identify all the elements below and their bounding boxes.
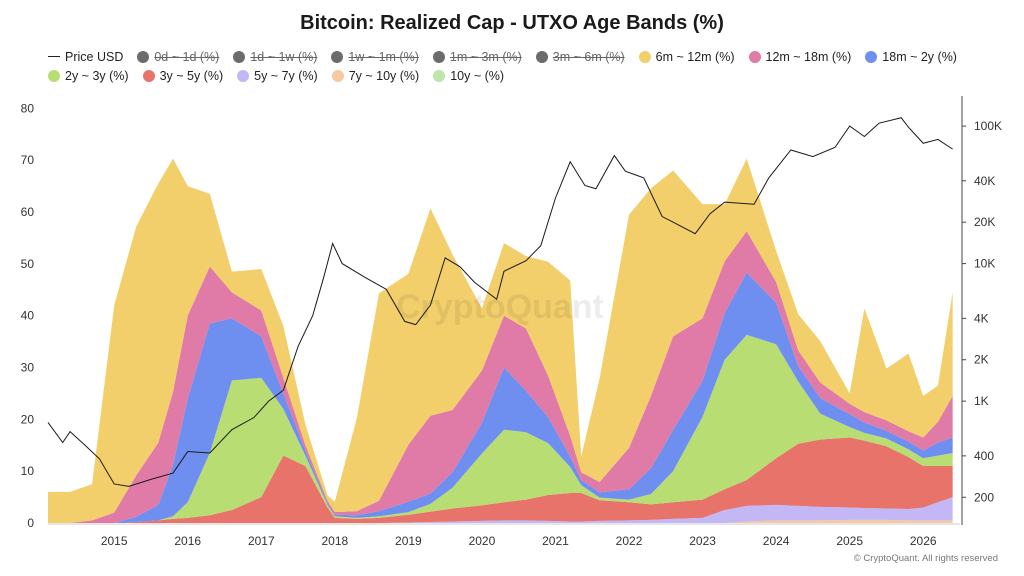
- x-tick-label: 2024: [763, 534, 790, 548]
- y-right-tick-label: 40K: [974, 174, 995, 188]
- legend-swatch: [638, 50, 651, 63]
- series-area: [48, 272, 953, 523]
- legend-swatch: [233, 50, 246, 63]
- legend-label: 18m ~ 2y (%): [882, 49, 957, 64]
- legend-item[interactable]: 7y ~ 10y (%): [331, 67, 420, 84]
- legend-item[interactable]: 6m ~ 12m (%): [638, 48, 735, 65]
- x-tick-label: 2020: [469, 534, 496, 548]
- legend-swatch: [535, 50, 548, 63]
- price-line: [47, 117, 953, 487]
- x-tick-label: 2022: [616, 534, 643, 548]
- x-tick-label: 2018: [321, 534, 348, 548]
- legend: Price USD 0d ~ 1d (%) 1d ~ 1w (%) 1w ~ 1m (…: [48, 48, 998, 84]
- y-right-tick-label: 2K: [974, 353, 989, 367]
- watermark: CryptoQuant: [396, 288, 604, 326]
- legend-label: 1w ~ 1m (%): [348, 49, 419, 64]
- legend-label: 6m ~ 12m (%): [655, 49, 735, 64]
- legend-item[interactable]: 12m ~ 18m (%): [748, 48, 852, 65]
- legend-item[interactable]: 0d ~ 1d (%): [137, 48, 219, 65]
- legend-label: 3m ~ 6m (%): [552, 49, 625, 64]
- x-tick-label: 2026: [910, 534, 937, 548]
- legend-item[interactable]: 5y ~ 7y (%): [237, 67, 318, 84]
- legend-item[interactable]: 3y ~ 5y (%): [142, 67, 224, 84]
- legend-swatch: [432, 50, 445, 63]
- y-right-tick-label: 4K: [974, 311, 989, 325]
- y-left-tick-label: 60: [21, 205, 35, 219]
- legend-swatch: [48, 56, 60, 57]
- y-left-tick-label: 40: [21, 309, 35, 323]
- legend-label: 10y ~ (%): [450, 68, 505, 83]
- legend-item[interactable]: 10y ~ (%): [433, 67, 504, 84]
- series-area: [48, 334, 953, 523]
- x-tick-label: 2025: [836, 534, 863, 548]
- x-tick-label: 2017: [248, 534, 275, 548]
- legend-label: 1m ~ 3m (%): [449, 49, 522, 64]
- x-tick-label: 2019: [395, 534, 422, 548]
- legend-swatch: [137, 50, 150, 63]
- y-left-tick-label: 30: [21, 361, 35, 375]
- y-left-tick-label: 10: [21, 464, 35, 478]
- series-area: [48, 158, 953, 523]
- y-right-tick-label: 20K: [974, 215, 995, 229]
- y-right-tick-label: 400: [974, 449, 994, 463]
- y-left-tick-label: 70: [21, 153, 35, 167]
- legend-swatch: [433, 69, 446, 82]
- series-area: [48, 437, 953, 523]
- legend-label: 1d ~ 1w (%): [250, 49, 318, 64]
- legend-label: 5y ~ 7y (%): [254, 68, 318, 83]
- legend-item[interactable]: 18m ~ 2y (%): [865, 48, 957, 65]
- x-tick-label: 2015: [101, 534, 128, 548]
- legend-label: 7y ~ 10y (%): [348, 68, 420, 83]
- series-area: [48, 519, 953, 523]
- legend-item[interactable]: 3m ~ 6m (%): [535, 48, 625, 65]
- legend-item[interactable]: Price USD: [48, 48, 123, 65]
- y-left-tick-label: 80: [21, 101, 35, 115]
- legend-swatch: [865, 50, 878, 63]
- copyright-credit: © CryptoQuant. All rights reserved: [853, 553, 998, 564]
- series-area: [48, 231, 953, 523]
- legend-swatch: [748, 50, 761, 63]
- chart-title: Bitcoin: Realized Cap - UTXO Age Bands (…: [300, 12, 724, 34]
- legend-item[interactable]: 2y ~ 3y (%): [48, 67, 129, 84]
- x-tick-label: 2016: [174, 534, 201, 548]
- y-right-tick-label: 1K: [974, 394, 989, 408]
- legend-label: 0d ~ 1d (%): [154, 49, 220, 64]
- y-left-tick-label: 20: [21, 412, 35, 426]
- legend-swatch: [142, 69, 155, 82]
- y-left-tick-label: 0: [27, 516, 34, 530]
- legend-swatch: [331, 50, 344, 63]
- legend-swatch: [48, 69, 60, 82]
- legend-item[interactable]: 1m ~ 3m (%): [432, 48, 522, 65]
- x-tick-label: 2023: [689, 534, 716, 548]
- legend-item[interactable]: 1d ~ 1w (%): [233, 48, 317, 65]
- legend-item[interactable]: 1w ~ 1m (%): [331, 48, 419, 65]
- series-area: [48, 497, 953, 523]
- legend-swatch: [331, 69, 344, 82]
- legend-swatch: [237, 69, 250, 82]
- legend-label: 3y ~ 5y (%): [159, 68, 224, 83]
- legend-label: 12m ~ 18m (%): [765, 49, 852, 64]
- y-right-tick-label: 200: [974, 490, 994, 504]
- y-left-tick-label: 50: [21, 257, 35, 271]
- legend-label: 2y ~ 3y (%): [65, 68, 129, 83]
- x-tick-label: 2021: [542, 534, 569, 548]
- y-right-tick-label: 10K: [974, 257, 995, 271]
- legend-label: Price USD: [65, 49, 124, 64]
- y-right-tick-label: 100K: [974, 119, 1002, 133]
